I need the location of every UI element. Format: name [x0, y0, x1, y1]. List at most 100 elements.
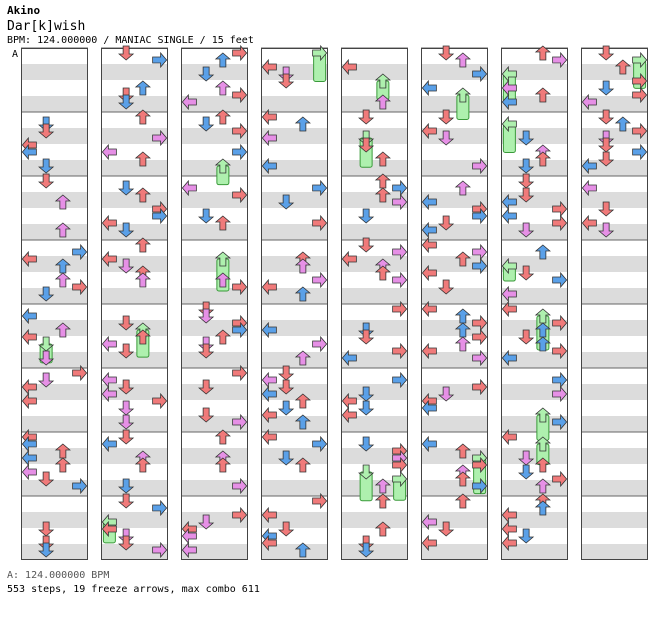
step-arrow-up [214, 272, 231, 288]
beat-stripe [341, 320, 408, 336]
beat-stripe [341, 176, 408, 192]
beat-stripe [581, 400, 648, 416]
step-arrow-down [438, 386, 455, 402]
step-arrow-right [472, 207, 488, 225]
step-arrow-down [518, 265, 535, 281]
beat-stripe [101, 272, 168, 288]
beat-stripe [421, 432, 488, 448]
beat-stripe [261, 528, 328, 544]
beat-stripe [21, 304, 88, 320]
step-arrow-down [118, 535, 135, 551]
step-arrow-down [38, 372, 55, 388]
step-arrow-up [534, 45, 551, 61]
step-arrow-left [261, 506, 277, 524]
step-arrow-down [518, 450, 535, 466]
step-arrow-left [101, 335, 117, 353]
beat-stripe [261, 448, 328, 464]
step-arrow-down [278, 379, 295, 395]
step-arrow-left [21, 378, 37, 396]
beat-stripe [421, 272, 488, 288]
beat-stripe [421, 352, 488, 368]
beat-stripe [501, 464, 568, 480]
beat-stripe [581, 64, 648, 80]
beat-stripe [21, 448, 88, 464]
beat-stripe [181, 384, 248, 400]
step-arrow-up [374, 265, 391, 281]
beat-stripe [501, 64, 568, 80]
beat-stripe [101, 352, 168, 368]
beat-stripe [101, 112, 168, 128]
beat-stripe [181, 400, 248, 416]
step-arrow-left [501, 300, 517, 318]
step-arrow-right [232, 44, 248, 62]
beat-stripe [501, 128, 568, 144]
beat-stripe [21, 432, 88, 448]
step-arrow-down [358, 542, 375, 558]
step-arrow-right [472, 477, 488, 495]
step-arrow-down [38, 123, 55, 139]
step-arrow-up [294, 350, 311, 366]
beat-stripe [581, 528, 648, 544]
beat-stripe [501, 496, 568, 512]
beat-stripe [581, 304, 648, 320]
step-arrow-left [501, 115, 517, 133]
step-arrow-up [294, 414, 311, 430]
step-arrow-right [312, 435, 328, 453]
beat-stripe [101, 96, 168, 112]
step-arrow-down [118, 315, 135, 331]
step-arrow-left [341, 349, 357, 367]
step-arrow-up [534, 244, 551, 260]
beat-stripe [21, 288, 88, 304]
beat-stripe [21, 336, 88, 352]
step-arrow-right [312, 335, 328, 353]
chart-column [101, 45, 168, 560]
column-frame [581, 48, 648, 560]
beat-stripe [261, 112, 328, 128]
beat-stripe [501, 352, 568, 368]
step-arrow-right [152, 499, 168, 517]
step-arrow-down [118, 343, 135, 359]
step-arrow-left [261, 157, 277, 175]
step-arrow-right [232, 86, 248, 104]
step-arrow-right [392, 342, 408, 360]
chart-column [181, 44, 248, 560]
step-arrow-left [101, 435, 117, 453]
step-arrow-left [421, 193, 437, 211]
step-arrow-up [134, 237, 151, 253]
step-arrow-up [374, 493, 391, 509]
step-arrow-left [421, 435, 437, 453]
step-arrow-right [552, 385, 568, 403]
step-arrow-down [358, 109, 375, 125]
beat-stripe [421, 128, 488, 144]
step-arrow-down [278, 450, 295, 466]
step-arrow-right [72, 477, 88, 495]
beat-stripe [341, 512, 408, 528]
beat-stripe [101, 416, 168, 432]
step-arrow-left [261, 321, 277, 339]
beat-stripe [261, 288, 328, 304]
beat-stripe [101, 144, 168, 160]
step-arrow-left [581, 157, 597, 175]
beat-stripe [181, 464, 248, 480]
step-arrow-right [152, 129, 168, 147]
beat-stripe [21, 512, 88, 528]
step-arrow-right [472, 349, 488, 367]
beat-stripe [341, 208, 408, 224]
beat-stripe [501, 176, 568, 192]
step-arrow-left [501, 93, 517, 111]
step-arrow-down [118, 478, 135, 494]
beat-stripe [341, 272, 408, 288]
chart-column [261, 44, 328, 560]
step-arrow-down [358, 400, 375, 416]
step-arrow-left [421, 122, 437, 140]
step-arrow-down [198, 308, 215, 324]
beat-stripe [101, 512, 168, 528]
step-arrow-up [374, 94, 391, 110]
step-arrow-right [152, 207, 168, 225]
step-arrow-up [294, 457, 311, 473]
step-arrow-up [134, 329, 151, 345]
step-arrow-right [232, 413, 248, 431]
step-arrow-down [438, 279, 455, 295]
beat-stripe [261, 384, 328, 400]
step-arrow-down [598, 137, 615, 153]
